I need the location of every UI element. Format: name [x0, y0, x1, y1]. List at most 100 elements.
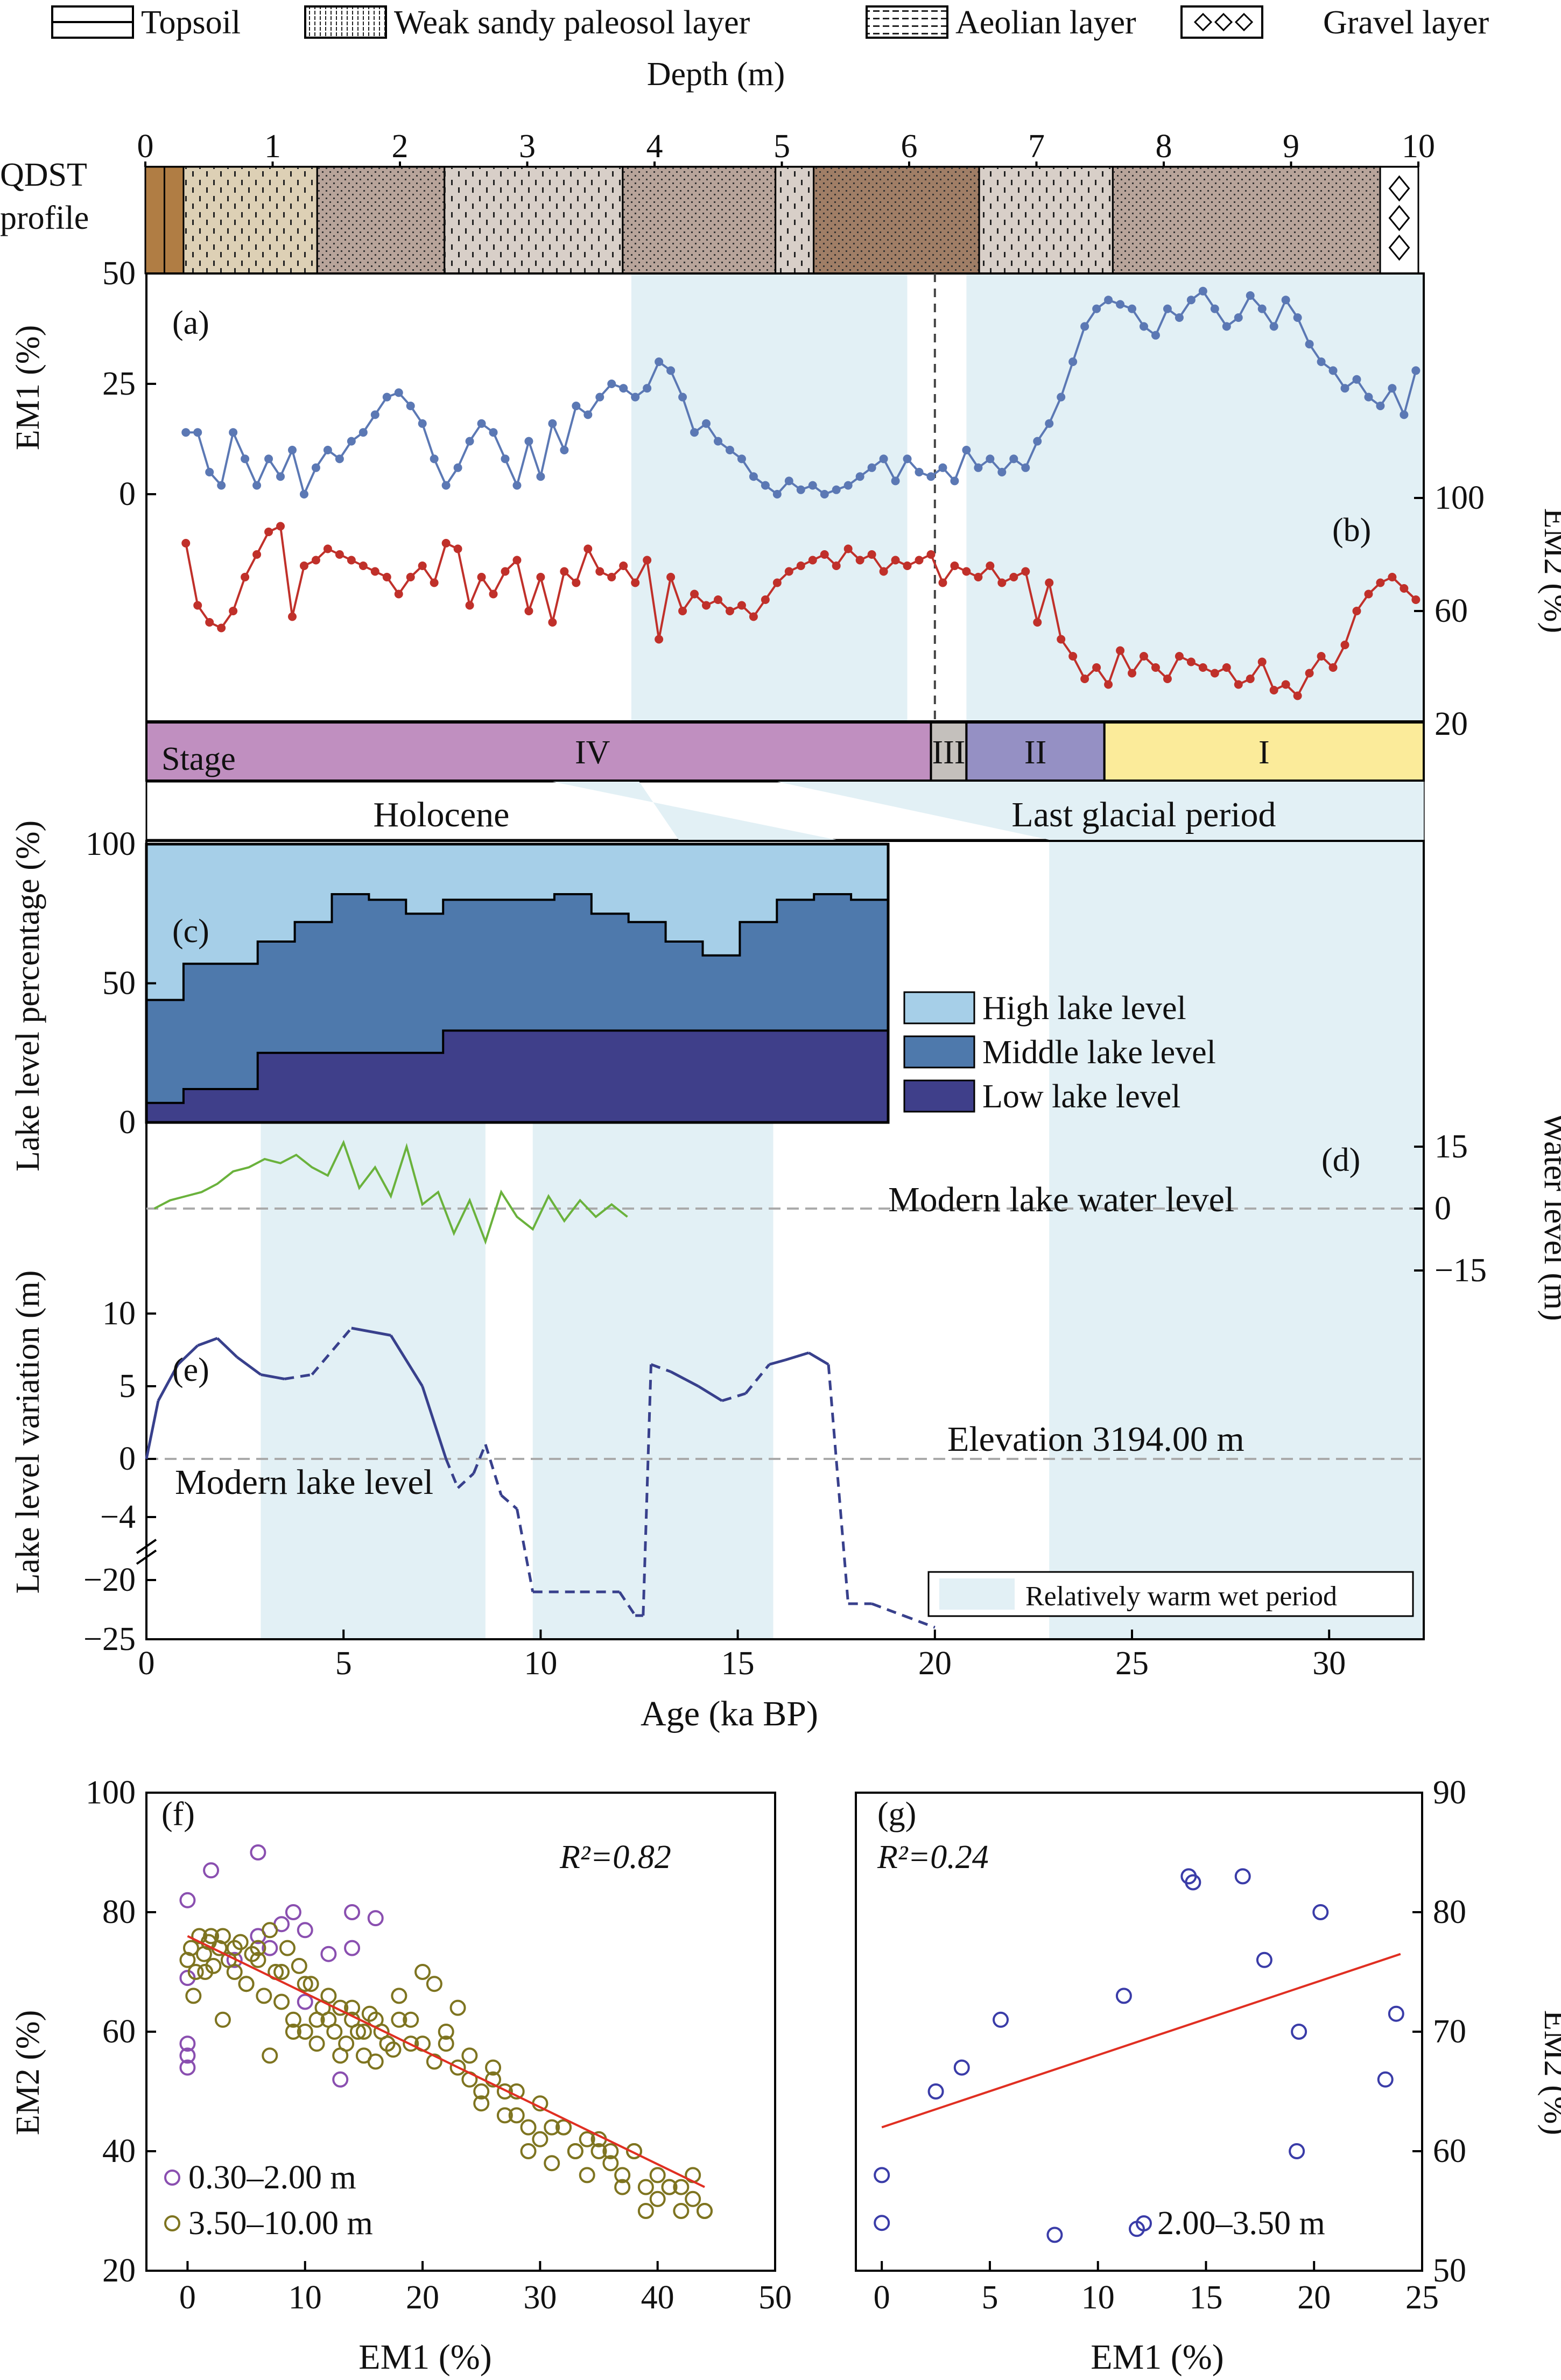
- em1-point: [241, 454, 250, 464]
- panel-f-point-s1: [520, 2119, 537, 2136]
- em2-point: [749, 612, 758, 621]
- em1-point: [193, 428, 202, 437]
- em2-point: [465, 601, 474, 610]
- panel-f-point-s0: [297, 1922, 313, 1939]
- panel-f-point-s1: [485, 2059, 502, 2076]
- panel-f-point-s1: [697, 2203, 713, 2219]
- panel-g-point-s0: [1388, 2005, 1404, 2022]
- panel-f-xlabel: EM1 (%): [358, 2337, 491, 2377]
- panel-g-xtick-label: 0: [874, 2279, 890, 2316]
- em2-point: [772, 578, 782, 587]
- em1-point: [926, 472, 936, 481]
- em1-point: [217, 481, 226, 490]
- em1-point: [903, 454, 912, 464]
- panel-c-ylabel: Lake level percentage (%): [10, 820, 46, 1171]
- em1-point: [690, 428, 699, 437]
- em1-point: [1186, 296, 1196, 305]
- em2-point: [796, 561, 805, 570]
- panel-f-point-s1: [332, 2047, 349, 2064]
- panel-f-point-s1: [297, 1976, 313, 1992]
- panel-f-ytick-label: 20: [102, 2252, 136, 2289]
- panel-f-point-s1: [461, 2047, 478, 2064]
- em1-point: [453, 463, 462, 472]
- depth-tick-label: 7: [1028, 128, 1045, 165]
- em2-point: [1293, 691, 1302, 700]
- panel-g-legend-1: 2.00–3.50 m: [1157, 2205, 1325, 2242]
- depth-axis-title: Depth (m): [647, 56, 785, 93]
- lake-variation-segment: [389, 1335, 424, 1387]
- panel-f-point-s1: [185, 1988, 202, 2004]
- lake-variation-segment: [871, 1602, 904, 1617]
- panel-f-point-s1: [303, 1976, 319, 1992]
- age-tick-label: 10: [524, 1645, 557, 1682]
- em2-point: [915, 556, 924, 565]
- panel-f-point-s1: [391, 2011, 407, 2028]
- lake-variation-segment: [721, 1392, 746, 1402]
- panel-f-point-s1: [508, 2107, 525, 2124]
- em2-point: [1092, 663, 1101, 672]
- depth-tick-label: 5: [774, 128, 790, 165]
- em2-point: [241, 573, 250, 581]
- em1-point: [465, 437, 474, 446]
- em2-point: [643, 556, 652, 565]
- depth-tick-label: 2: [392, 128, 409, 165]
- panel-f-point-s1: [391, 1988, 407, 2004]
- em1-point: [1139, 322, 1148, 331]
- em1-point: [595, 392, 604, 402]
- modern-lake-label: Modern lake level: [175, 1463, 433, 1502]
- panel-f-point-s1: [438, 2035, 454, 2052]
- panel-f-point-s1: [661, 2179, 678, 2195]
- panel-f-point-s1: [214, 2011, 231, 2028]
- em1-point: [619, 384, 628, 393]
- em2-point: [1186, 657, 1196, 666]
- panel-f-ytick-label: 40: [102, 2133, 136, 2170]
- em1-point: [1104, 296, 1113, 305]
- em2-point: [820, 550, 829, 559]
- depth-tick-label: 8: [1156, 128, 1172, 165]
- lake-variation-segment: [516, 1508, 535, 1592]
- em1-point: [631, 392, 640, 402]
- panel-e-tick-label: −25: [83, 1621, 136, 1658]
- panel-a-label: (a): [172, 305, 209, 341]
- panel-f-point-s1: [649, 2191, 666, 2207]
- stage-label-III: III: [932, 734, 965, 771]
- panel-f-point-s0: [344, 1940, 361, 1956]
- panel-g-point-s0: [993, 2011, 1009, 2028]
- panel-f-ylabel: EM2 (%): [10, 2010, 46, 2135]
- em2-point: [690, 589, 699, 599]
- age-tick-label: 20: [918, 1645, 952, 1682]
- em2-point: [1080, 675, 1089, 683]
- em1-point: [358, 428, 368, 437]
- em2-point: [1352, 607, 1361, 615]
- em1-point: [1411, 366, 1421, 375]
- em2-point: [1222, 663, 1231, 672]
- panel-f-label: (f): [161, 1796, 195, 1833]
- gravel-icon: [1388, 175, 1410, 202]
- panel-c-label: (c): [172, 913, 209, 950]
- gravel-icon: [1388, 234, 1410, 261]
- panel-g-point-s0: [874, 2215, 890, 2231]
- stage-label-IV: IV: [575, 734, 610, 771]
- legend-paleosol-swatch: [304, 5, 387, 39]
- lake-variation-segment: [618, 1591, 637, 1617]
- lake-variation-segment: [903, 1614, 936, 1629]
- panel-f-legend-1: 0.30–2.00 m: [188, 2159, 356, 2196]
- em2-point: [441, 539, 451, 547]
- lake-variation-segment: [216, 1337, 238, 1358]
- em1-point: [276, 472, 285, 481]
- em2-point: [501, 567, 510, 576]
- warm-wet-legend-label: Relatively warm wet period: [1025, 1581, 1337, 1612]
- em1-point: [382, 392, 391, 402]
- em2-point: [1139, 652, 1148, 661]
- panel-f-point-s1: [567, 2143, 583, 2159]
- em1-point: [808, 481, 817, 490]
- panel-f-point-s1: [226, 1964, 243, 1980]
- em2-point: [1317, 652, 1326, 661]
- em2-point: [702, 601, 711, 610]
- panel-g-label: (g): [877, 1796, 916, 1833]
- panel-f-point-s1: [532, 2131, 549, 2147]
- panel-f-point-s1: [273, 1964, 290, 1980]
- profile-layer-1: [163, 166, 185, 275]
- panel-f-xtick-label: 0: [179, 2279, 196, 2316]
